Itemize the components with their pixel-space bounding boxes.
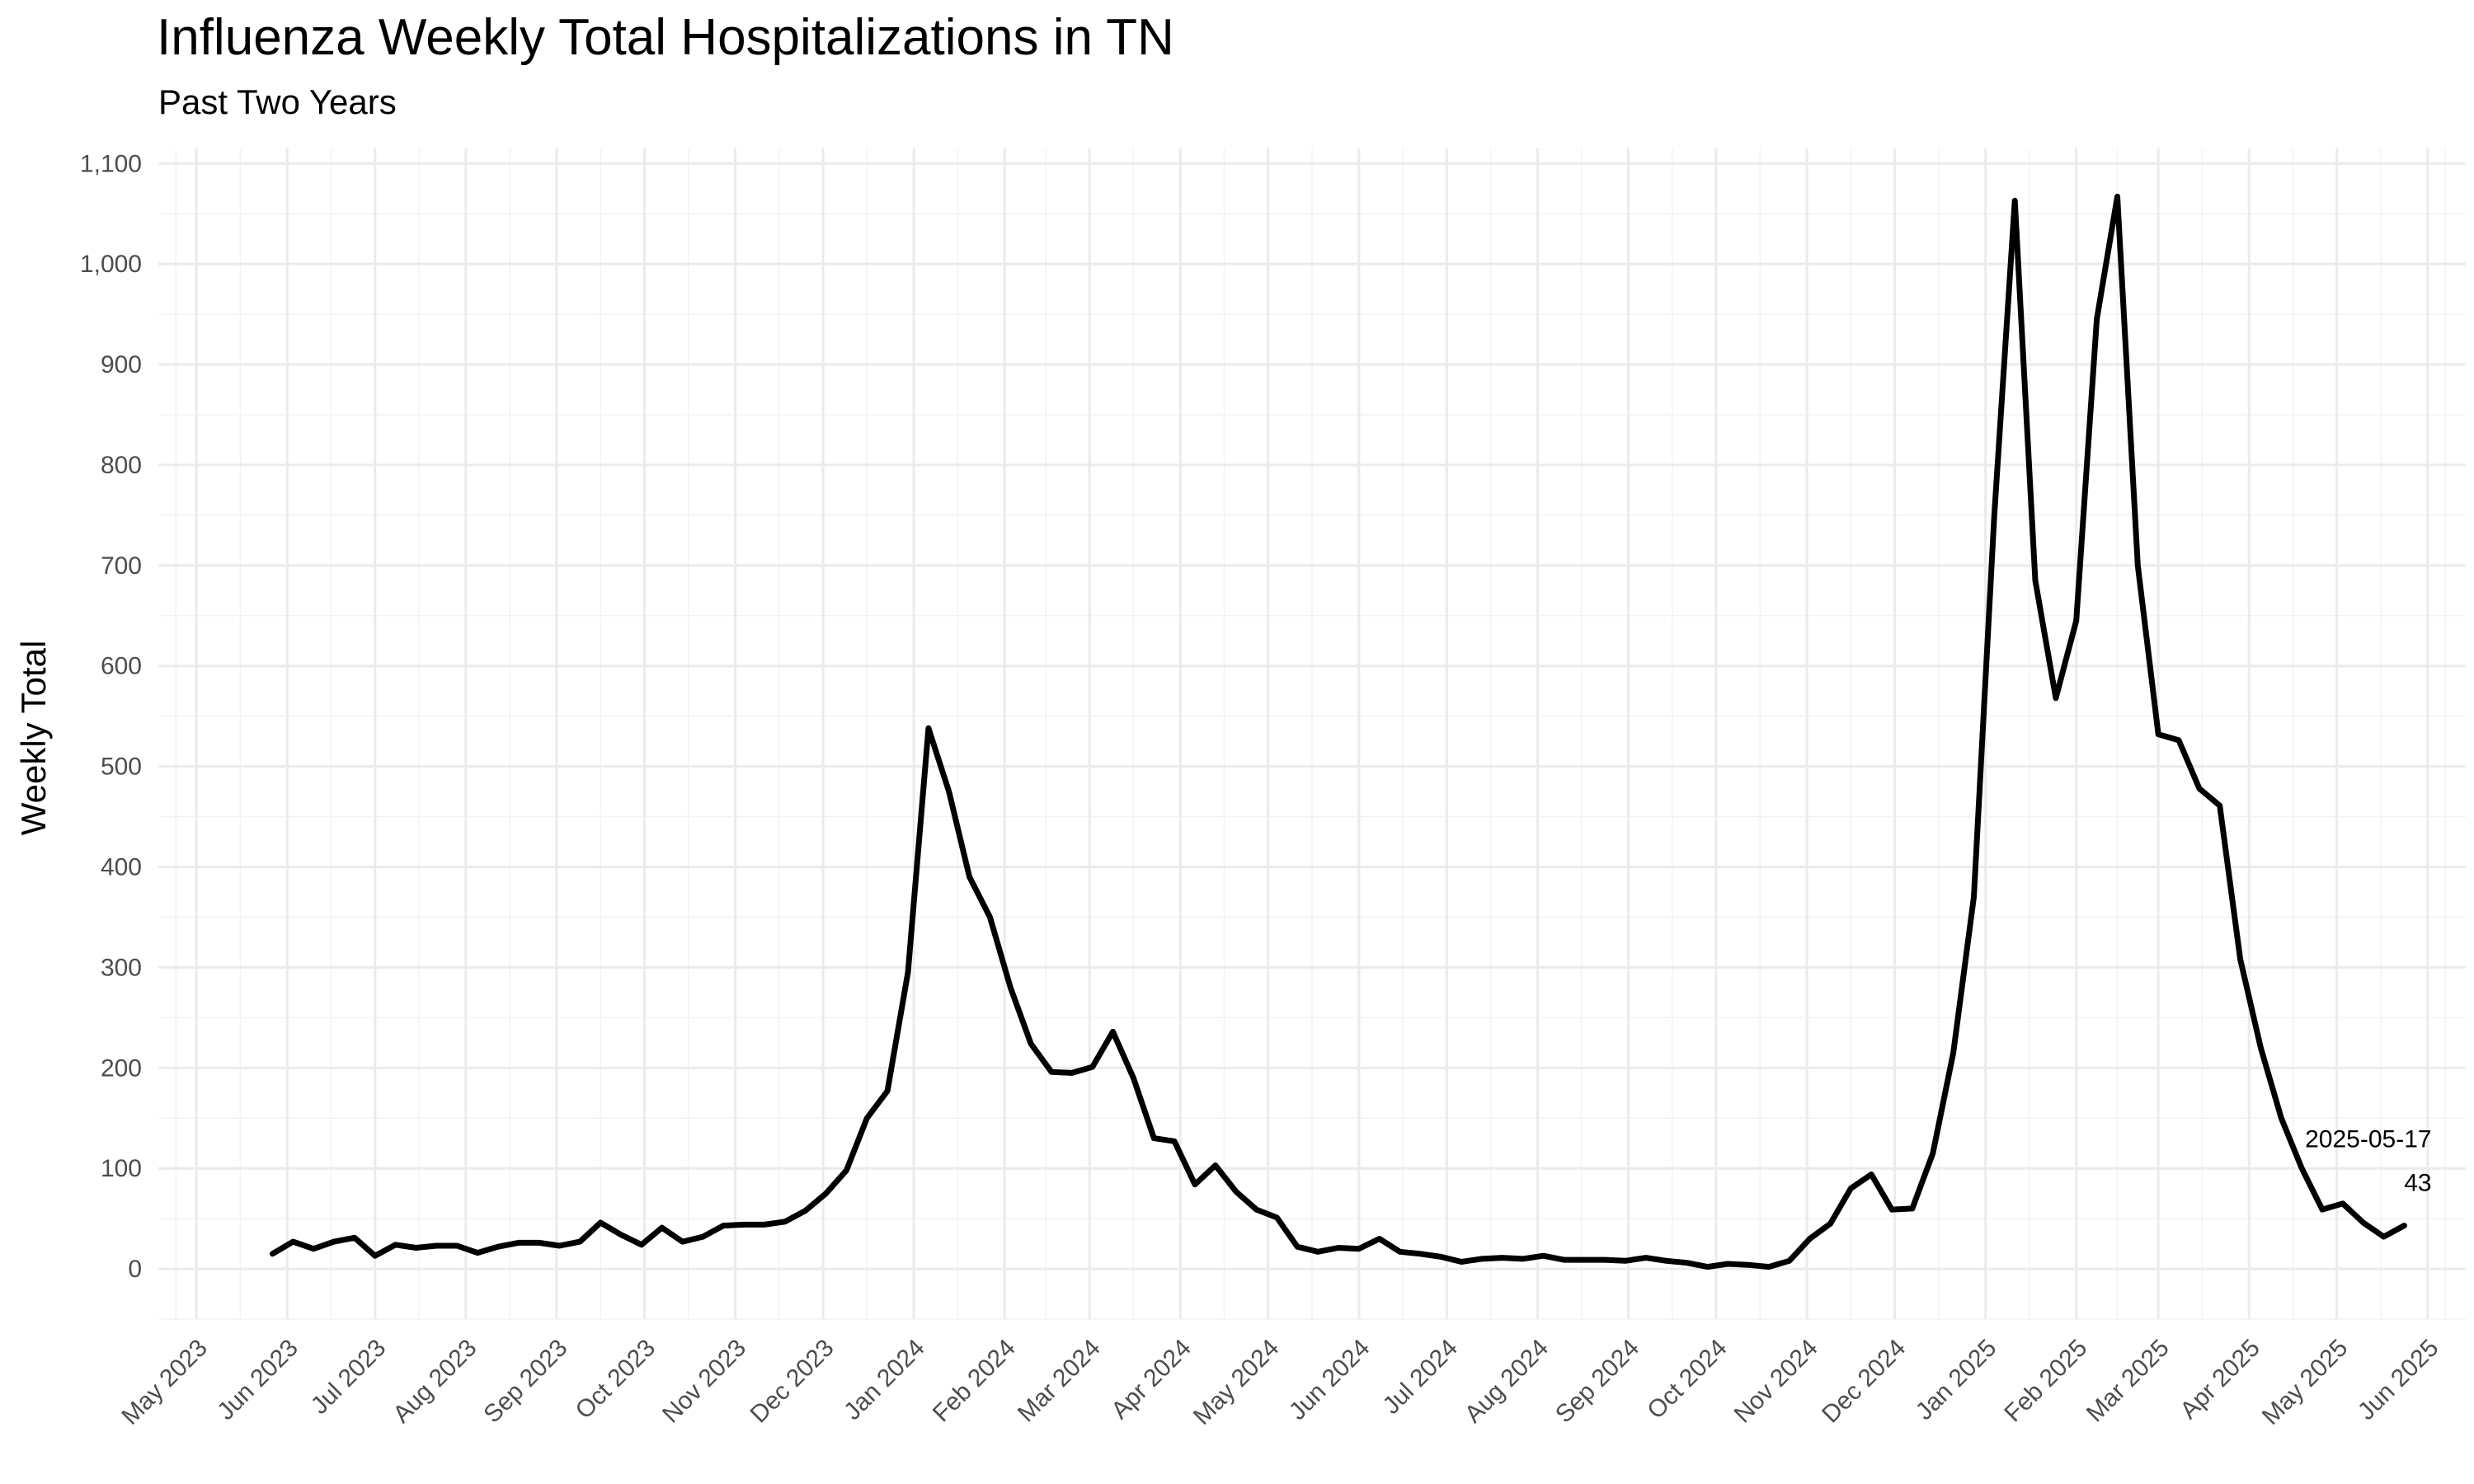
y-tick-label: 600	[101, 653, 142, 680]
x-tick-label: Aug 2023	[388, 1334, 482, 1428]
y-tick-label: 500	[101, 754, 142, 781]
x-tick-label: Feb 2025	[1999, 1334, 2092, 1427]
major-gridlines	[158, 148, 2466, 1319]
x-tick-label: May 2025	[2257, 1334, 2353, 1430]
y-tick-label: 800	[101, 452, 142, 479]
minor-gridlines	[158, 148, 2466, 1320]
chart-subtitle: Past Two Years	[158, 82, 397, 121]
x-tick-label: Oct 2023	[571, 1334, 661, 1424]
y-axis-label: Weekly Total	[14, 641, 53, 836]
x-tick-label: Jan 2025	[1911, 1334, 2002, 1425]
x-tick-label: Sep 2024	[1550, 1334, 1644, 1428]
x-tick-label: Mar 2024	[1013, 1334, 1106, 1427]
y-tick-label: 900	[101, 351, 142, 378]
x-tick-label: Jun 2023	[212, 1334, 303, 1425]
x-tick-label: Aug 2024	[1460, 1334, 1554, 1428]
x-tick-label: Jul 2023	[306, 1334, 392, 1420]
x-tick-label: Apr 2025	[2175, 1334, 2265, 1424]
x-tick-label: Feb 2024	[928, 1334, 1021, 1427]
y-tick-label: 400	[101, 854, 142, 881]
x-tick-label: Apr 2024	[1106, 1334, 1196, 1424]
annotation-value-label: 43	[2404, 1170, 2431, 1197]
x-tick-label: Dec 2023	[745, 1334, 840, 1428]
y-axis-ticks: 0 100 200 300 400 500 600 700 800 900 1,000 1,100	[80, 150, 142, 1283]
y-tick-label: 100	[101, 1155, 142, 1182]
x-tick-label: Oct 2024	[1642, 1334, 1732, 1424]
chart-title: Influenza Weekly Total Hospitalizations …	[157, 9, 1174, 66]
x-tick-label: Jun 2024	[1284, 1334, 1376, 1425]
y-tick-label: 200	[101, 1054, 142, 1082]
y-tick-label: 1,100	[80, 150, 142, 177]
y-tick-label: 0	[128, 1256, 142, 1283]
x-tick-label: Nov 2024	[1729, 1334, 1823, 1428]
x-tick-label: Mar 2025	[2081, 1334, 2175, 1427]
x-tick-label: Nov 2023	[657, 1334, 751, 1428]
x-tick-label: May 2024	[1188, 1334, 1284, 1430]
series-line	[270, 194, 2407, 1270]
annotation-date-label: 2025-05-17	[2305, 1126, 2431, 1153]
x-tick-label: Jul 2024	[1377, 1334, 1463, 1420]
x-tick-label: Jun 2025	[2353, 1334, 2444, 1425]
x-tick-label: Dec 2024	[1817, 1334, 1911, 1428]
y-tick-label: 1,000	[80, 251, 142, 278]
y-tick-label: 700	[101, 552, 142, 580]
annotations: 2025-05-17 43	[2305, 1126, 2431, 1197]
x-tick-label: Jan 2024	[839, 1334, 930, 1425]
x-tick-label: Sep 2023	[478, 1334, 572, 1428]
x-tick-label: May 2023	[116, 1334, 212, 1430]
y-tick-label: 300	[101, 954, 142, 981]
